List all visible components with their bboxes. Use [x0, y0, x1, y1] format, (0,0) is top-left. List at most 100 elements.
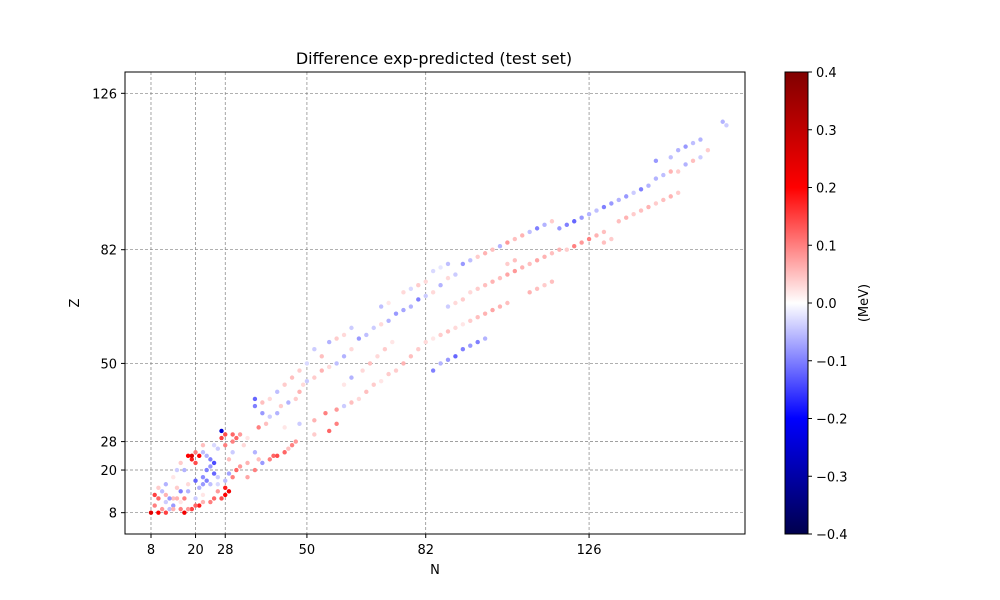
colorbar-tick-label: 0.1	[816, 239, 837, 254]
data-point	[174, 485, 180, 490]
data-point	[386, 300, 391, 306]
data-point	[445, 261, 451, 267]
data-point	[438, 361, 443, 366]
data-point	[594, 233, 599, 238]
data-point	[468, 318, 473, 323]
data-point	[690, 158, 696, 164]
data-point	[468, 343, 473, 348]
x-tick-label: 82	[417, 543, 434, 558]
data-point	[430, 290, 436, 295]
data-point	[601, 229, 607, 235]
x-tick-label: 8	[147, 543, 155, 558]
data-point	[189, 457, 195, 462]
data-point	[683, 162, 688, 167]
data-point	[534, 286, 540, 291]
data-point	[557, 247, 562, 252]
data-point	[226, 471, 232, 476]
colorbar-tick-label: 0.3	[816, 124, 837, 139]
data-point	[505, 272, 510, 277]
y-axis-label: Z	[68, 298, 83, 307]
data-point	[549, 219, 555, 224]
data-point	[542, 222, 547, 228]
data-point	[293, 439, 298, 444]
data-point	[661, 172, 666, 178]
data-point	[282, 450, 287, 455]
colorbar-tick-label: 0.4	[816, 66, 837, 81]
data-point	[512, 268, 518, 274]
data-point	[256, 425, 261, 430]
data-point	[223, 492, 228, 498]
data-point	[204, 453, 209, 459]
colorbar-tick-label: 0.2	[816, 182, 837, 197]
colorbar-tick-label: −0.3	[816, 470, 848, 485]
data-point	[378, 378, 384, 384]
data-point	[252, 450, 258, 455]
data-point	[341, 403, 347, 409]
data-point	[182, 496, 187, 501]
data-point	[468, 258, 473, 263]
data-point	[542, 254, 547, 259]
data-point	[178, 489, 183, 494]
data-point	[215, 474, 221, 480]
data-point	[564, 222, 569, 228]
data-point	[668, 194, 673, 199]
data-point	[724, 123, 729, 128]
data-point	[167, 496, 172, 501]
data-point	[223, 442, 228, 448]
colorbar-tick-label: 0.0	[816, 297, 837, 312]
data-point	[326, 339, 332, 345]
data-point	[252, 396, 258, 402]
data-point	[364, 389, 369, 395]
data-point	[197, 503, 202, 508]
data-point	[609, 236, 614, 242]
data-point	[453, 354, 458, 359]
data-point	[278, 403, 284, 409]
data-point	[200, 450, 206, 455]
data-point	[445, 275, 451, 281]
data-point	[360, 368, 365, 373]
data-point	[482, 336, 488, 341]
data-point	[282, 382, 287, 387]
data-point	[668, 169, 673, 174]
data-point	[705, 147, 711, 153]
data-point	[189, 453, 195, 459]
data-point	[453, 300, 458, 306]
data-point	[378, 322, 384, 327]
data-point	[430, 368, 436, 373]
data-point	[193, 503, 198, 508]
data-point	[226, 489, 232, 494]
data-points	[148, 119, 729, 515]
data-point	[408, 304, 414, 309]
data-point	[631, 211, 636, 217]
data-point	[252, 403, 258, 409]
data-point	[445, 357, 451, 363]
data-point	[312, 418, 317, 423]
data-point	[371, 325, 376, 331]
data-point	[326, 428, 332, 434]
data-point	[267, 414, 272, 419]
data-point	[579, 240, 584, 245]
data-point	[152, 492, 157, 498]
colorbar-tick-label: −0.4	[816, 528, 848, 543]
data-point	[334, 407, 339, 412]
data-point	[159, 506, 165, 512]
data-point	[646, 204, 651, 210]
y-tick-label: 50	[100, 357, 117, 372]
colorbar-tick-label: −0.1	[816, 355, 848, 370]
data-point	[197, 485, 202, 490]
data-point	[297, 421, 302, 427]
data-point	[286, 400, 291, 405]
data-point	[416, 283, 421, 288]
data-point	[245, 435, 250, 441]
data-point	[208, 482, 213, 487]
data-point	[423, 293, 428, 299]
data-point	[304, 361, 310, 366]
data-point	[453, 272, 458, 277]
data-point	[534, 258, 540, 263]
data-point	[675, 147, 681, 153]
data-point	[282, 425, 287, 430]
x-tick-label: 20	[187, 543, 204, 558]
data-point	[390, 339, 395, 345]
y-tick-label: 28	[100, 436, 117, 451]
data-point	[623, 194, 629, 199]
